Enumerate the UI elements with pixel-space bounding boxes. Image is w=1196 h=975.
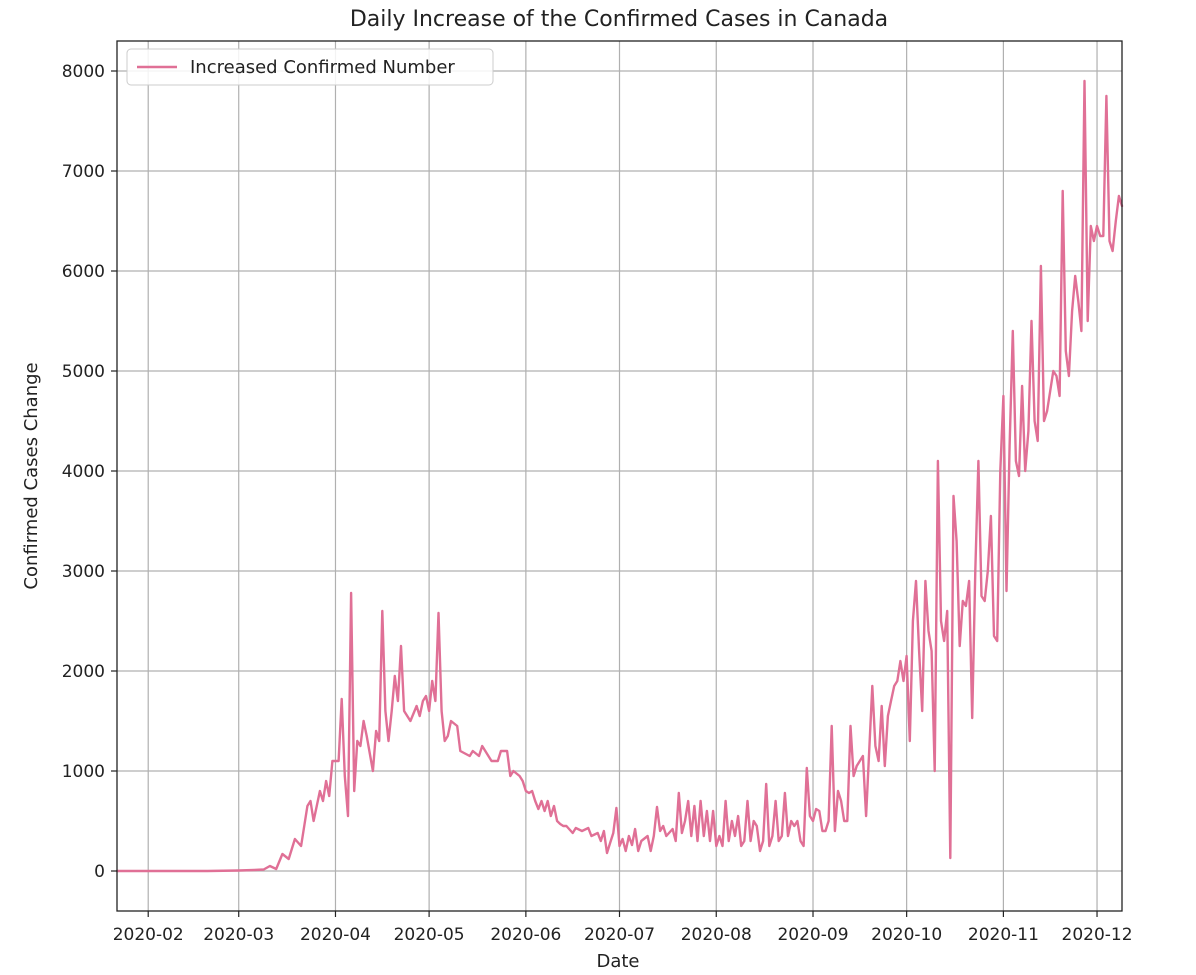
series-line-increased-confirmed (115, 79, 1124, 873)
x-tick-label: 2020-12 (1062, 925, 1133, 945)
x-tick-label: 2020-03 (203, 925, 274, 945)
y-tick-label: 5000 (62, 362, 105, 382)
grid-lines (117, 41, 1122, 911)
y-tick-label: 2000 (62, 662, 105, 682)
y-tick-label: 8000 (62, 62, 105, 82)
y-tick-label: 4000 (62, 462, 105, 482)
x-tick-label: 2020-06 (490, 925, 561, 945)
x-tick-label: 2020-08 (681, 925, 752, 945)
x-tick-label: 2020-07 (584, 925, 655, 945)
y-tick-label: 1000 (62, 762, 105, 782)
y-tick-label: 0 (94, 862, 105, 882)
x-tick-label: 2020-11 (968, 925, 1039, 945)
y-axis-title: Confirmed Cases Change (21, 362, 42, 589)
x-axis: 2020-02 2020-03 2020-04 2020-05 2020-06 2020-… (113, 911, 1133, 945)
x-tick-label: 2020-10 (871, 925, 942, 945)
x-tick-label: 2020-04 (300, 925, 371, 945)
legend-label: Increased Confirmed Number (190, 57, 455, 78)
x-axis-title: Date (596, 951, 639, 972)
y-tick-label: 6000 (62, 262, 105, 282)
y-tick-label: 3000 (62, 562, 105, 582)
series-layer (115, 79, 1124, 873)
x-tick-label: 2020-02 (113, 925, 184, 945)
y-tick-label: 7000 (62, 162, 105, 182)
x-tick-label: 2020-05 (394, 925, 465, 945)
legend-box (126, 48, 494, 86)
chart-title: Daily Increase of the Confirmed Cases in… (350, 7, 888, 32)
legend: Increased Confirmed Number (126, 48, 494, 86)
y-axis: 0 1000 2000 3000 4000 5000 6000 7000 8000 (62, 62, 117, 882)
x-tick-label: 2020-09 (777, 925, 848, 945)
